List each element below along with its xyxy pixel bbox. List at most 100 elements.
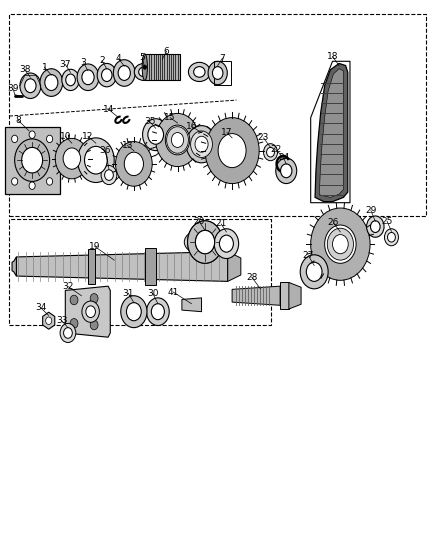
Circle shape (85, 147, 107, 174)
Ellipse shape (134, 63, 153, 80)
Text: 27: 27 (303, 252, 314, 260)
Text: 7: 7 (219, 54, 226, 62)
Circle shape (21, 148, 42, 173)
Text: 2: 2 (99, 56, 105, 65)
Bar (10, 219, 272, 325)
Circle shape (113, 60, 135, 86)
Circle shape (46, 317, 52, 325)
Polygon shape (65, 286, 110, 337)
Text: 24: 24 (278, 153, 289, 162)
Polygon shape (16, 252, 228, 281)
Text: 33: 33 (56, 316, 67, 325)
Circle shape (62, 69, 79, 91)
Text: 29: 29 (365, 206, 377, 215)
Polygon shape (182, 298, 201, 312)
Text: 18: 18 (327, 52, 338, 61)
Circle shape (332, 235, 348, 254)
Text: 36: 36 (100, 146, 111, 155)
Circle shape (147, 298, 169, 326)
Text: 34: 34 (35, 303, 46, 312)
Circle shape (12, 135, 18, 143)
Circle shape (385, 229, 399, 246)
Circle shape (64, 328, 72, 338)
Circle shape (97, 63, 117, 87)
Ellipse shape (188, 62, 210, 82)
Circle shape (77, 64, 99, 91)
Circle shape (25, 79, 36, 93)
Circle shape (86, 306, 95, 318)
Text: 32: 32 (63, 282, 74, 291)
Text: 20: 20 (194, 217, 205, 227)
Circle shape (212, 67, 223, 79)
Circle shape (219, 235, 233, 252)
Text: 22: 22 (270, 145, 281, 154)
Polygon shape (12, 257, 16, 276)
Text: 41: 41 (167, 287, 179, 296)
Text: 15: 15 (164, 113, 176, 122)
Text: 21: 21 (215, 220, 227, 229)
Circle shape (78, 138, 114, 182)
Bar (214, 61, 231, 85)
Text: 5: 5 (140, 53, 145, 62)
Polygon shape (228, 252, 241, 281)
Text: 38: 38 (19, 66, 31, 74)
Circle shape (29, 182, 35, 189)
Circle shape (55, 139, 88, 179)
Polygon shape (319, 69, 343, 197)
Text: 12: 12 (82, 132, 94, 141)
Text: 10: 10 (60, 132, 71, 141)
Text: 31: 31 (123, 288, 134, 297)
Text: 3: 3 (81, 59, 87, 67)
Circle shape (327, 228, 353, 260)
Circle shape (151, 304, 164, 320)
Text: 26: 26 (328, 219, 339, 228)
Circle shape (121, 296, 147, 328)
Circle shape (300, 255, 328, 289)
Circle shape (102, 69, 112, 82)
Ellipse shape (184, 229, 226, 255)
Circle shape (143, 65, 147, 69)
Circle shape (193, 134, 210, 155)
Polygon shape (42, 312, 55, 329)
Circle shape (90, 320, 98, 330)
Circle shape (29, 131, 35, 139)
Circle shape (367, 216, 384, 237)
Circle shape (105, 169, 113, 180)
Circle shape (195, 230, 215, 254)
Circle shape (166, 127, 188, 154)
Circle shape (371, 221, 380, 232)
Circle shape (186, 126, 217, 163)
Polygon shape (315, 63, 348, 201)
Circle shape (306, 262, 322, 281)
Circle shape (281, 164, 292, 177)
Circle shape (12, 177, 18, 185)
Ellipse shape (139, 67, 149, 77)
Polygon shape (289, 282, 301, 309)
Circle shape (70, 319, 78, 328)
Circle shape (191, 131, 212, 158)
Circle shape (82, 70, 94, 85)
Text: 1: 1 (42, 63, 47, 71)
Circle shape (214, 229, 239, 259)
Polygon shape (145, 248, 155, 285)
Circle shape (148, 125, 163, 144)
Circle shape (20, 73, 41, 99)
Circle shape (276, 158, 297, 183)
Circle shape (70, 295, 78, 305)
Circle shape (195, 230, 215, 254)
Polygon shape (232, 286, 280, 305)
Text: 6: 6 (164, 47, 170, 55)
Circle shape (143, 119, 169, 151)
Text: 25: 25 (381, 217, 393, 226)
Circle shape (60, 324, 76, 343)
Circle shape (101, 165, 117, 184)
Circle shape (45, 75, 58, 91)
Circle shape (40, 69, 63, 96)
Text: 37: 37 (60, 60, 71, 69)
Text: 13: 13 (122, 141, 133, 150)
Text: 14: 14 (103, 105, 115, 114)
Circle shape (82, 301, 99, 322)
Text: 35: 35 (144, 117, 156, 126)
Circle shape (118, 66, 131, 80)
Circle shape (264, 144, 278, 161)
